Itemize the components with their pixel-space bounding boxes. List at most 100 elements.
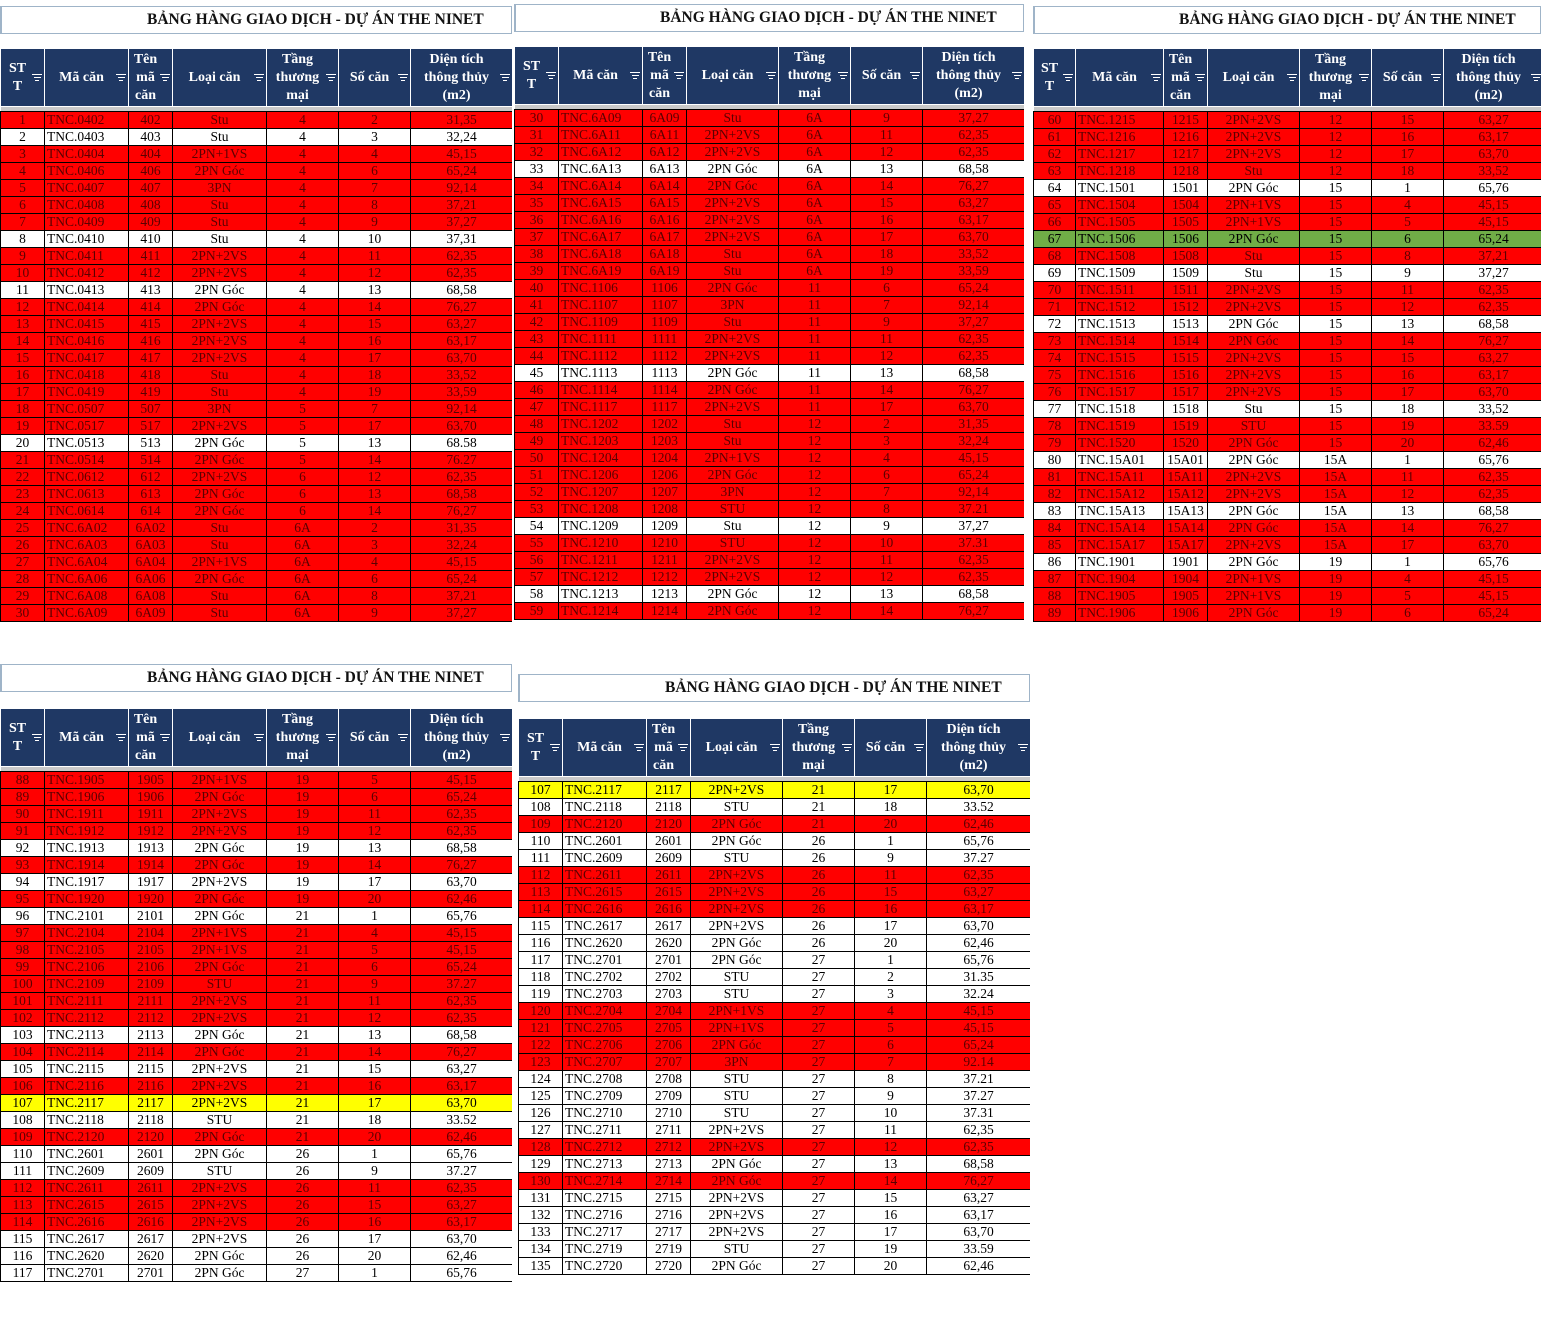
cell-floor[interactable]: 4 [266,145,339,163]
cell-code[interactable]: TNC.15A14 [1075,519,1164,537]
cell-type[interactable]: 2PN Góc [1207,179,1300,197]
cell-name[interactable]: 1509 [1163,264,1208,282]
cell-code[interactable]: TNC.1204 [558,449,643,467]
cell-stt[interactable]: 9 [0,247,45,265]
cell-area[interactable]: 62,35 [1443,468,1541,486]
cell-area[interactable]: 62,35 [922,126,1024,144]
column-header-name[interactable]: Tên mã căn [128,48,173,107]
cell-code[interactable]: TNC.1519 [1075,417,1164,435]
table-row[interactable]: 78 TNC.1519 1519 STU 15 19 33.59 [1033,417,1541,435]
table-row[interactable]: 32 TNC.6A12 6A12 2PN+2VS 6A 12 62,35 [514,143,1024,161]
cell-code[interactable]: TNC.0403 [44,128,129,146]
cell-unit[interactable]: 14 [338,1043,411,1061]
cell-name[interactable]: 418 [128,366,173,384]
cell-stt[interactable]: 16 [0,366,45,384]
cell-type[interactable]: 2PN Góc [172,856,267,874]
cell-type[interactable]: 2PN+2VS [686,347,779,365]
cell-stt[interactable]: 47 [514,398,559,416]
cell-code[interactable]: TNC.1509 [1075,264,1164,282]
cell-type[interactable]: 2PN+1VS [686,449,779,467]
filter-icon[interactable] [32,732,42,744]
cell-code[interactable]: TNC.1518 [1075,400,1164,418]
cell-code[interactable]: TNC.1905 [1075,587,1164,605]
cell-type[interactable]: 2PN+2VS [172,1094,267,1112]
cell-code[interactable]: TNC.2609 [562,849,647,867]
cell-unit[interactable]: 5 [338,771,411,789]
cell-floor[interactable]: 12 [778,568,851,586]
cell-type[interactable]: 2PN Góc [172,1264,267,1282]
cell-area[interactable]: 63,70 [410,873,512,891]
cell-type[interactable]: 2PN+2VS [172,468,267,486]
filter-icon[interactable] [254,72,264,84]
cell-floor[interactable]: 15 [1299,366,1372,384]
filter-icon[interactable] [1012,70,1022,82]
cell-code[interactable]: TNC.2701 [44,1264,129,1282]
filter-icon[interactable] [910,70,920,82]
table-row[interactable]: 97 TNC.2104 2104 2PN+1VS 21 4 45,15 [0,924,512,942]
cell-code[interactable]: TNC.2112 [44,1009,129,1027]
cell-area[interactable]: 37,31 [410,230,512,248]
cell-type[interactable]: 2PN Góc [172,788,267,806]
cell-name[interactable]: 1511 [1163,281,1208,299]
cell-type[interactable]: 2PN+2VS [1207,281,1300,299]
cell-stt[interactable]: 112 [518,866,563,884]
cell-code[interactable]: TNC.2720 [562,1257,647,1275]
cell-type[interactable]: 2PN Góc [686,381,779,399]
cell-type[interactable]: 2PN+2VS [172,332,267,350]
cell-area[interactable]: 92.14 [926,1053,1030,1071]
cell-area[interactable]: 65,24 [926,1036,1030,1054]
cell-stt[interactable]: 43 [514,330,559,348]
cell-area[interactable]: 63,17 [1443,366,1541,384]
cell-area[interactable]: 33,52 [1443,400,1541,418]
cell-area[interactable]: 32,24 [410,536,512,554]
cell-stt[interactable]: 83 [1033,502,1076,520]
cell-unit[interactable]: 15 [1371,349,1444,367]
column-header-type[interactable]: Loại căn [172,708,267,767]
cell-unit[interactable]: 14 [1371,519,1444,537]
cell-stt[interactable]: 129 [518,1155,563,1173]
cell-type[interactable]: 2PN+2VS [172,1179,267,1197]
cell-code[interactable]: TNC.1216 [1075,128,1164,146]
cell-code[interactable]: TNC.0404 [44,145,129,163]
cell-name[interactable]: 419 [128,383,173,401]
cell-code[interactable]: TNC.0514 [44,451,129,469]
cell-code[interactable]: TNC.0507 [44,400,129,418]
cell-type[interactable]: Stu [686,262,779,280]
cell-stt[interactable]: 41 [514,296,559,314]
cell-code[interactable]: TNC.1913 [44,839,129,857]
cell-name[interactable]: 2720 [646,1257,691,1275]
cell-floor[interactable]: 26 [782,832,855,850]
cell-code[interactable]: TNC.1904 [1075,570,1164,588]
table-row[interactable]: 98 TNC.2105 2105 2PN+1VS 21 5 45,15 [0,941,512,959]
table-row[interactable]: 64 TNC.1501 1501 2PN Góc 15 1 65,76 [1033,179,1541,197]
table-row[interactable]: 110 TNC.2601 2601 2PN Góc 26 1 65,76 [0,1145,512,1163]
table-row[interactable]: 69 TNC.1509 1509 Stu 15 9 37,27 [1033,264,1541,282]
cell-name[interactable]: 1505 [1163,213,1208,231]
cell-stt[interactable]: 33 [514,160,559,178]
cell-floor[interactable]: 4 [266,349,339,367]
cell-floor[interactable]: 12 [778,585,851,603]
table-row[interactable]: 45 TNC.1113 1113 2PN Góc 11 13 68,58 [514,364,1024,382]
table-row[interactable]: 90 TNC.1911 1911 2PN+2VS 19 11 62,35 [0,805,512,823]
cell-stt[interactable]: 1 [0,111,45,129]
cell-unit[interactable]: 12 [850,143,923,161]
cell-floor[interactable]: 11 [778,279,851,297]
cell-floor[interactable]: 26 [266,1145,339,1163]
cell-code[interactable]: TNC.1520 [1075,434,1164,452]
cell-unit[interactable]: 14 [850,177,923,195]
cell-name[interactable]: 1202 [642,415,687,433]
cell-type[interactable]: Stu [686,517,779,535]
cell-floor[interactable]: 12 [778,432,851,450]
cell-floor[interactable]: 15 [1299,315,1372,333]
cell-floor[interactable]: 15 [1299,281,1372,299]
cell-unit[interactable]: 16 [338,1213,411,1231]
cell-code[interactable]: TNC.2611 [562,866,647,884]
cell-floor[interactable]: 26 [266,1247,339,1265]
cell-floor[interactable]: 6A [778,143,851,161]
cell-type[interactable]: 2PN Góc [690,951,783,969]
cell-code[interactable]: TNC.6A12 [558,143,643,161]
cell-type[interactable]: STU [172,975,267,993]
cell-unit[interactable]: 17 [1371,536,1444,554]
table-row[interactable]: 130 TNC.2714 2714 2PN Góc 27 14 76,27 [518,1172,1030,1190]
cell-area[interactable]: 62,35 [410,992,512,1010]
